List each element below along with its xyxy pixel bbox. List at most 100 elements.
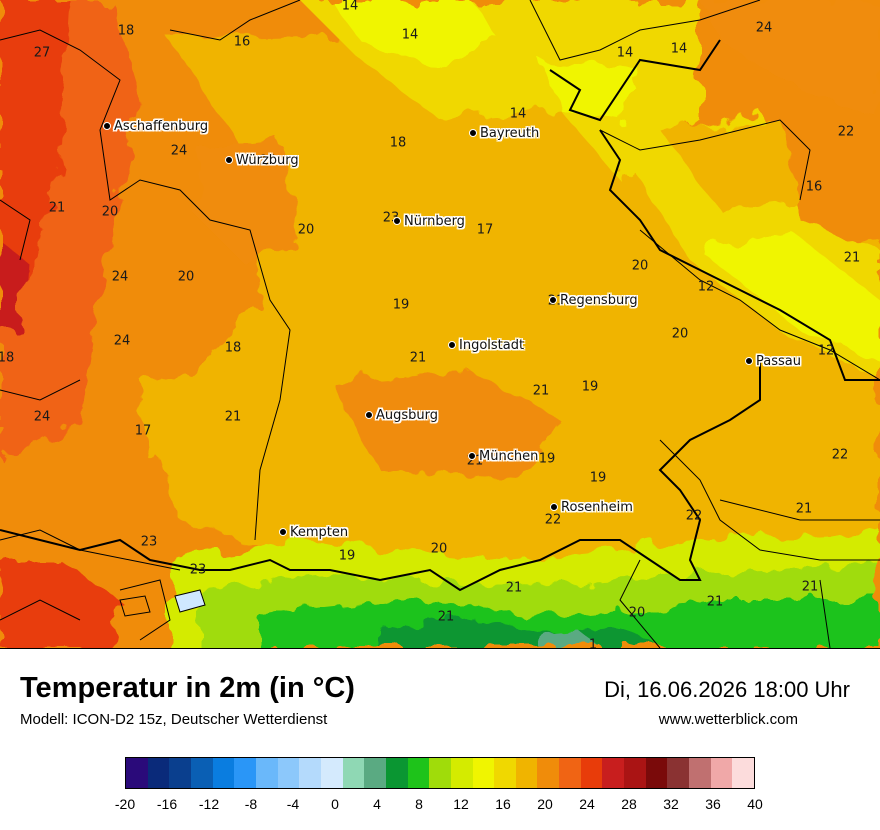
legend-swatch (494, 758, 516, 788)
legend-tick-label: -16 (156, 796, 178, 812)
temperature-label: 21 (843, 250, 861, 266)
temperature-label: 14 (401, 27, 419, 43)
legend-swatch (732, 758, 755, 788)
city-marker-icon (103, 121, 111, 130)
temperature-label: 14 (509, 106, 527, 122)
temperature-label: 21 (48, 200, 66, 216)
temperature-label: 14 (616, 45, 634, 61)
legend-swatch (450, 758, 473, 788)
city-marker-icon (550, 502, 558, 511)
temperature-label: 17 (134, 423, 152, 439)
legend-swatch (212, 758, 235, 788)
legend-swatch (190, 758, 213, 788)
city-marker-icon (549, 295, 557, 304)
legend-swatch (255, 758, 278, 788)
temperature-label: 24 (259, 153, 277, 169)
temperature-label: 20 (177, 269, 195, 285)
temperature-label: 19 (392, 297, 410, 313)
legend-tick-label: 28 (621, 796, 637, 812)
map-title: Temperatur in 2m (in °C) (20, 672, 355, 704)
legend-swatch (472, 758, 495, 788)
temperature-label: 22 (685, 508, 703, 524)
legend-swatch (385, 758, 408, 788)
legend-tick-label: 4 (373, 796, 381, 812)
temperature-label: 14 (341, 0, 359, 14)
temperature-label: 20 (628, 605, 646, 621)
temperature-label: 20 (297, 222, 315, 238)
city-wuerzburg: Würzburg (225, 154, 299, 168)
legend-swatch (299, 758, 321, 788)
legend-ticks: -20 -16 -12 -8 -4 0 4 8 12 16 20 24 28 32 36 40 (115, 796, 763, 814)
temperature-label: 17 (476, 222, 494, 238)
color-legend (125, 757, 755, 789)
legend-tick-label: 24 (579, 796, 595, 812)
temperature-label: 23 (189, 562, 207, 578)
legend-swatch (169, 758, 191, 788)
temperature-label: 14 (670, 41, 688, 57)
temperature-label: 19 (338, 548, 356, 564)
legend-swatch (624, 758, 646, 788)
legend-swatch (515, 758, 538, 788)
city-marker-icon (225, 155, 233, 164)
legend-tick-label: -4 (286, 796, 300, 812)
temperature-label: 18 (117, 23, 135, 39)
temperature-label: 22 (831, 447, 849, 463)
legend-swatch (602, 758, 625, 788)
legend-tick-label: 16 (495, 796, 511, 812)
city-kempten: Kempten (279, 526, 348, 540)
city-augsburg: Augsburg (365, 409, 438, 423)
city-marker-icon (469, 128, 477, 137)
legend-tick-label: 0 (331, 796, 339, 812)
city-passau: Passau (745, 355, 801, 369)
city-marker-icon (745, 356, 753, 365)
legend-swatch (689, 758, 711, 788)
temperature-label: 23 (140, 534, 158, 550)
temperature-label: 20 (631, 258, 649, 274)
legend-tick-label: 12 (453, 796, 469, 812)
legend-swatch (147, 758, 170, 788)
temperature-label: 21 (437, 609, 455, 625)
temperature-label: 1 (588, 637, 598, 649)
city-marker-icon (448, 340, 456, 349)
legend-tick-label: -20 (114, 796, 136, 812)
legend-tick-label: 40 (747, 796, 763, 812)
temperature-label: 18 (224, 340, 242, 356)
city-regensburg: Regensburg (549, 294, 638, 308)
city-nuernberg: Nürnberg (393, 215, 465, 229)
temperature-field (0, 0, 880, 648)
temperature-label: 24 (170, 143, 188, 159)
city-ingolstadt: Ingolstadt (448, 339, 524, 353)
legend-swatch (364, 758, 386, 788)
legend-swatch (559, 758, 581, 788)
city-muenchen: München (468, 450, 538, 464)
legend-tick-label: 32 (663, 796, 679, 812)
temperature-label: 24 (33, 409, 51, 425)
legend-swatch (277, 758, 300, 788)
forecast-datetime: Di, 16.06.2026 18:00 Uhr (604, 677, 850, 702)
temperature-label: 19 (581, 379, 599, 395)
temperature-label: 21 (532, 383, 550, 399)
temperature-label: 24 (113, 333, 131, 349)
temperature-label: 21 (795, 501, 813, 517)
temperature-label: 12 (817, 343, 835, 359)
legend-swatch (234, 758, 256, 788)
model-info: Modell: ICON-D2 15z, Deutscher Wetterdie… (20, 711, 328, 728)
legend-swatch (407, 758, 430, 788)
legend-swatch (320, 758, 343, 788)
temperature-label: 24 (755, 20, 773, 36)
legend-swatch (667, 758, 690, 788)
temperature-label: 24 (111, 269, 129, 285)
legend-swatch (342, 758, 365, 788)
temperature-label: 21 (801, 579, 819, 595)
temperature-label: 21 (409, 350, 427, 366)
city-marker-icon (393, 216, 401, 225)
temperature-label: 16 (805, 179, 823, 195)
legend-tick-label: -8 (244, 796, 258, 812)
temperature-label: 20 (430, 541, 448, 557)
temperature-label: 18 (389, 135, 407, 151)
city-rosenheim: Rosenheim (550, 501, 633, 515)
temperature-label: 16 (233, 34, 251, 50)
temperature-label: 22 (837, 124, 855, 140)
temperature-label: 21 (706, 594, 724, 610)
temperature-label: 12 (697, 279, 715, 295)
